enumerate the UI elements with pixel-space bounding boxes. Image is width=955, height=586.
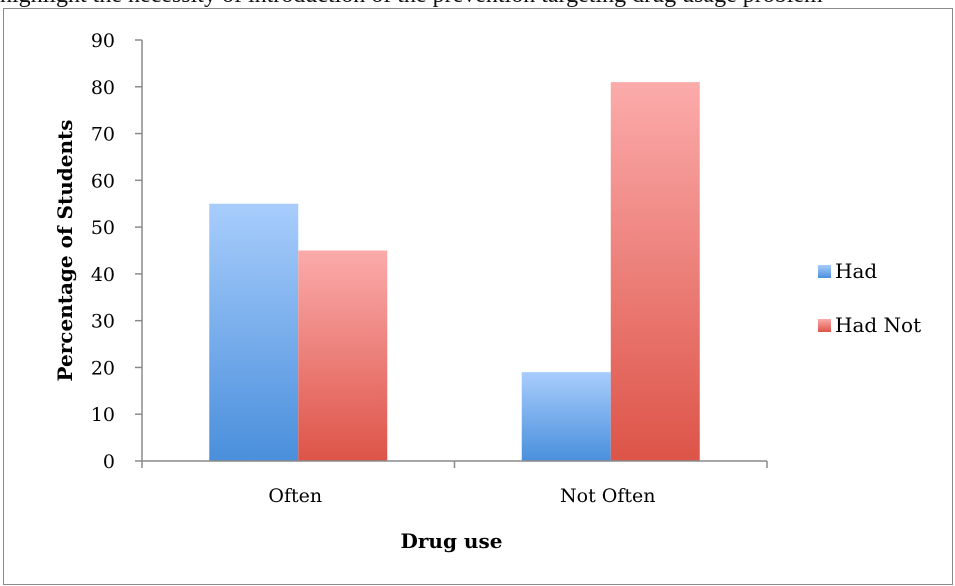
x-category-label: Not Often: [560, 485, 655, 507]
bar-had-not-not-often: [610, 82, 700, 461]
y-tick-label: 30: [91, 311, 115, 333]
clipped-top-text: highlight the necessity of introduction …: [0, 0, 955, 9]
y-tick-label: 40: [91, 264, 115, 286]
y-tick-label: 20: [91, 357, 115, 379]
y-axis-title: Percentage of Students: [53, 120, 77, 382]
plot-area: [209, 82, 700, 461]
bar-had-often: [209, 203, 299, 461]
chart-frame: [3, 8, 953, 585]
y-axis-ticks: 0 10 20 30 40 50 60 70 80 90: [91, 30, 142, 473]
y-tick-label: 0: [103, 451, 115, 473]
legend-label-had: Had: [835, 259, 877, 283]
legend: Had Had Not: [818, 259, 921, 337]
x-axis-ticks: Often Not Often: [141, 461, 768, 507]
y-tick-label: 70: [91, 124, 115, 146]
bar-had-not-often: [521, 372, 611, 461]
y-tick-label: 10: [91, 404, 115, 426]
y-tick-label: 60: [91, 170, 115, 192]
y-tick-label: 80: [91, 77, 115, 99]
x-category-label: Often: [268, 485, 322, 507]
y-tick-label: 50: [91, 217, 115, 239]
y-tick-label: 90: [91, 30, 115, 52]
legend-swatch-had: [818, 265, 831, 278]
x-axis-title: Drug use: [401, 529, 503, 553]
bar-had-not-often: [298, 250, 388, 461]
legend-swatch-had-not: [818, 319, 831, 332]
legend-label-had-not: Had Not: [835, 313, 921, 337]
